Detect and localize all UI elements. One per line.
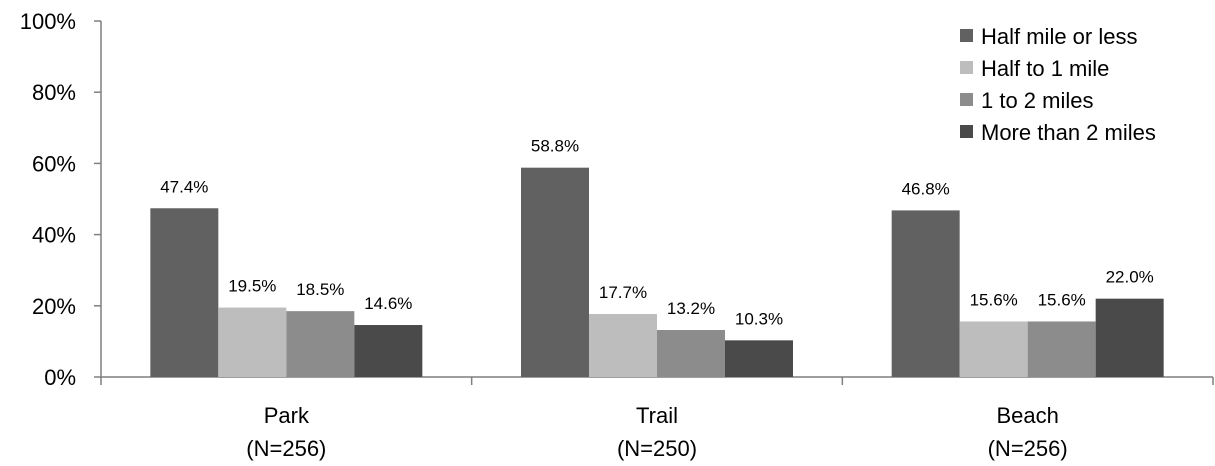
- category-label: Beach: [996, 403, 1058, 428]
- y-tick-label: 80%: [32, 80, 76, 105]
- data-label: 17.7%: [599, 283, 647, 302]
- bar: [521, 167, 589, 377]
- y-tick-label: 20%: [32, 294, 76, 319]
- bar: [589, 313, 657, 377]
- bar: [725, 340, 793, 377]
- y-tick-label: 60%: [32, 151, 76, 176]
- data-label: 22.0%: [1106, 268, 1154, 287]
- y-tick-label: 100%: [20, 9, 76, 34]
- legend-swatch: [960, 61, 973, 74]
- legend-swatch: [960, 29, 973, 42]
- category-label: Park: [264, 403, 310, 428]
- data-label: 10.3%: [735, 309, 783, 328]
- legend-swatch: [960, 125, 973, 138]
- bar: [959, 321, 1028, 377]
- bar: [286, 311, 355, 377]
- bars: [150, 167, 1164, 377]
- bar: [891, 210, 960, 377]
- legend-label: More than 2 miles: [981, 120, 1156, 145]
- data-label: 13.2%: [667, 299, 715, 318]
- data-label: 19.5%: [228, 277, 276, 296]
- category-label: (N=250): [617, 436, 697, 461]
- data-label: 15.6%: [970, 290, 1018, 309]
- y-tick-label: 40%: [32, 223, 76, 248]
- legend-label: 1 to 2 miles: [981, 88, 1094, 113]
- bar: [1027, 321, 1096, 377]
- data-labels: 47.4% 19.5% 18.5% 14.6% 58.8% 17.7% 13.2% 10.3%…: [160, 137, 1154, 329]
- data-label: 47.4%: [160, 177, 208, 196]
- bar: [657, 330, 725, 377]
- data-label: 58.8%: [531, 137, 579, 156]
- legend: Half mile or less Half to 1 mile 1 to 2 mi…: [960, 24, 1156, 145]
- category-label: (N=256): [988, 436, 1068, 461]
- y-axis: 0% 20% 40% 60% 80% 100%: [20, 9, 102, 390]
- data-label: 46.8%: [902, 179, 950, 198]
- bar: [1095, 298, 1164, 377]
- y-tick-label: 0%: [44, 365, 76, 390]
- category-label: Trail: [636, 403, 678, 428]
- category-label: (N=256): [246, 436, 326, 461]
- bar: [218, 307, 287, 377]
- data-label: 14.6%: [364, 294, 412, 313]
- bar: [354, 325, 423, 377]
- legend-swatch: [960, 93, 973, 106]
- x-axis: [100, 376, 1214, 385]
- data-label: 18.5%: [296, 280, 344, 299]
- legend-label: Half mile or less: [981, 24, 1137, 49]
- bar: [150, 208, 219, 377]
- data-label: 15.6%: [1038, 290, 1086, 309]
- legend-label: Half to 1 mile: [981, 56, 1109, 81]
- category-labels: Park (N=256) Trail (N=250) Beach (N=256): [246, 403, 1067, 461]
